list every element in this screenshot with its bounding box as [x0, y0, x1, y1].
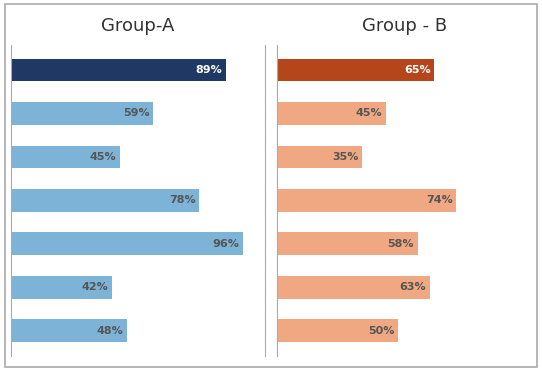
- Text: 45%: 45%: [89, 152, 116, 162]
- Text: 58%: 58%: [388, 239, 414, 249]
- Bar: [11, 276, 112, 299]
- Bar: [278, 145, 362, 168]
- Text: 59%: 59%: [123, 108, 150, 118]
- Bar: [11, 59, 226, 81]
- Bar: [11, 319, 127, 342]
- Text: 45%: 45%: [356, 108, 383, 118]
- Text: 35%: 35%: [332, 152, 358, 162]
- Bar: [278, 59, 435, 81]
- Text: 74%: 74%: [426, 196, 453, 205]
- Bar: [278, 233, 417, 255]
- Bar: [11, 102, 153, 125]
- Text: 50%: 50%: [368, 326, 395, 336]
- Text: 89%: 89%: [196, 65, 222, 75]
- Title: Group - B: Group - B: [362, 17, 447, 35]
- Text: 78%: 78%: [169, 196, 196, 205]
- Text: 48%: 48%: [96, 326, 123, 336]
- Bar: [278, 189, 456, 211]
- Bar: [11, 145, 120, 168]
- Text: 42%: 42%: [82, 282, 109, 292]
- Bar: [278, 102, 386, 125]
- Text: 65%: 65%: [404, 65, 431, 75]
- Bar: [11, 233, 243, 255]
- Text: 63%: 63%: [399, 282, 426, 292]
- Text: 96%: 96%: [212, 239, 239, 249]
- Bar: [11, 189, 199, 211]
- Bar: [278, 276, 430, 299]
- Title: Group-A: Group-A: [101, 17, 175, 35]
- Bar: [278, 319, 398, 342]
